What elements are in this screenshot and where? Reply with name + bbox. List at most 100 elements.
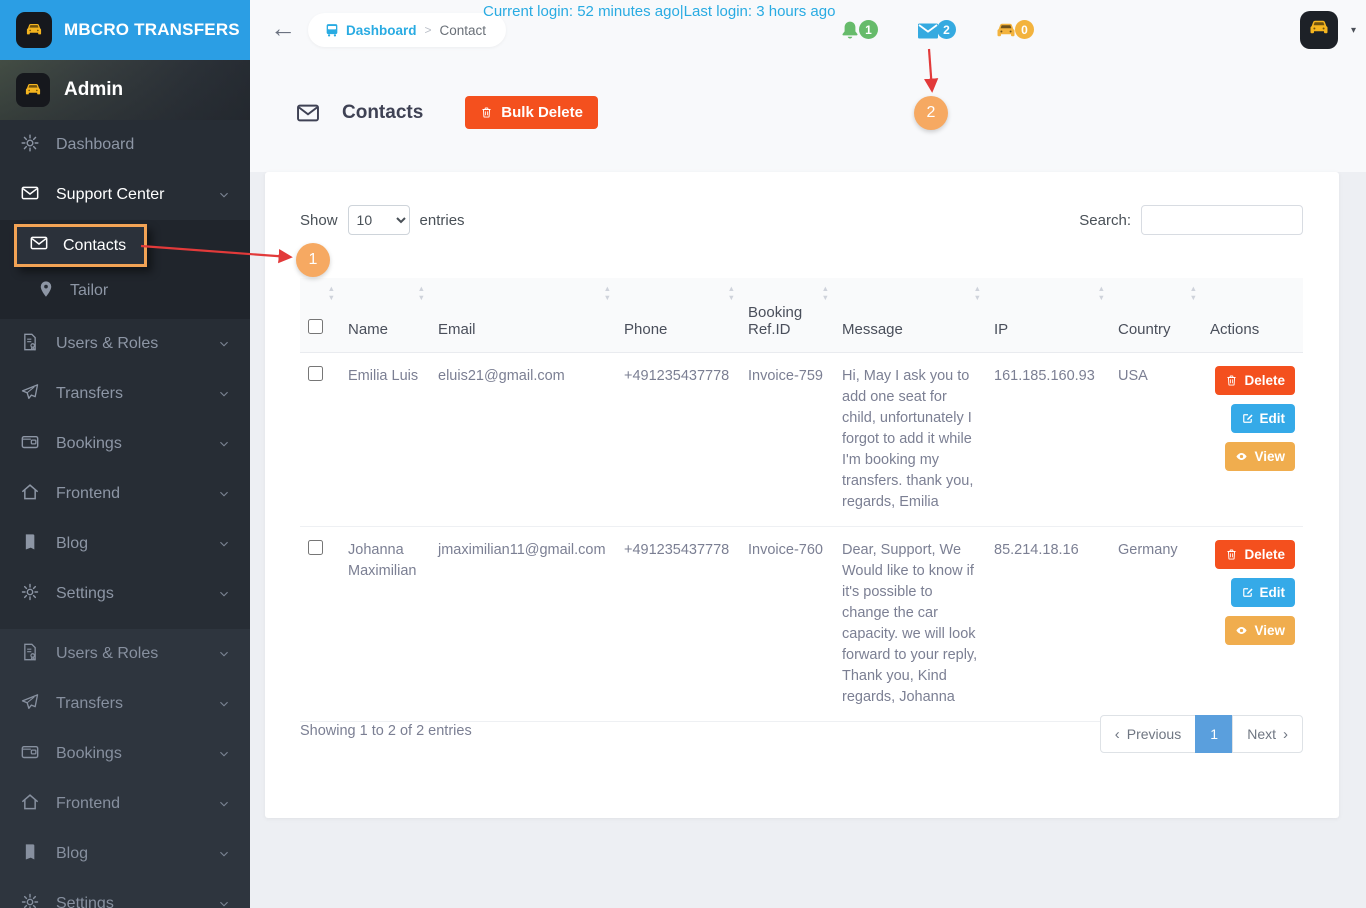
chevron-down-icon	[218, 898, 230, 908]
eye-icon	[1235, 450, 1248, 463]
sort-icon[interactable]: ▲ ▼	[1097, 284, 1105, 302]
sort-icon[interactable]: ▲ ▼	[603, 284, 611, 302]
cell-email: jmaximilian11@gmail.com	[430, 526, 616, 723]
chevron-down-icon	[218, 538, 230, 550]
support-center-submenu: Contacts Tailor	[0, 220, 250, 319]
sidebar-item-transfers[interactable]: Transfers	[0, 369, 250, 419]
search-label: Search:	[1079, 211, 1131, 229]
cell-ip: 85.214.18.16	[986, 526, 1110, 723]
envelope-icon	[916, 19, 940, 48]
sidebar-item-frontend[interactable]: Frontend	[0, 469, 250, 519]
cars-button[interactable]: 0	[994, 19, 1034, 48]
car-icon	[1307, 16, 1331, 45]
sidebar-item-bookings-2[interactable]: Bookings	[0, 729, 250, 779]
sidebar-item-blog[interactable]: Blog	[0, 519, 250, 569]
sidebar-item-settings[interactable]: Settings	[0, 569, 250, 619]
account-menu-button[interactable]	[1300, 11, 1338, 49]
paper-plane-icon	[20, 692, 40, 717]
cell-country: Germany	[1110, 526, 1202, 723]
select-all-header: ▲ ▼	[300, 278, 340, 353]
helm-icon	[20, 133, 40, 158]
breadcrumb-dashboard-link[interactable]: Dashboard	[324, 22, 417, 38]
back-arrow-icon[interactable]: ←	[270, 13, 296, 43]
sidebar-item-contacts[interactable]: Contacts	[14, 224, 148, 267]
column-header-actions: Actions	[1202, 278, 1303, 353]
next-page-button[interactable]: Next ›	[1232, 715, 1303, 753]
chevron-down-icon	[218, 488, 230, 500]
sidebar-nav: Dashboard Support Center Contacts Tailor…	[0, 120, 250, 908]
gear-icon	[20, 582, 40, 607]
breadcrumb: Dashboard > Contact	[308, 13, 507, 47]
cell-name: Emilia Luis	[340, 351, 430, 528]
column-header-email[interactable]: ▲ ▼ Email	[430, 278, 616, 353]
chevron-down-icon	[218, 848, 230, 860]
bus-icon	[324, 22, 340, 38]
sidebar-item-users-roles[interactable]: Users & Roles	[0, 319, 250, 369]
entries-select[interactable]: 10	[347, 205, 410, 235]
page-header: Contacts Bulk Delete	[292, 96, 598, 129]
column-header-name[interactable]: ▲ ▼ Name	[340, 278, 430, 353]
cell-name: Johanna Maximilian	[340, 526, 430, 723]
edit-icon	[1241, 412, 1254, 425]
brand-header[interactable]: MBCRO TRANSFERS	[0, 0, 250, 60]
cell-phone: +491235437778	[616, 526, 740, 723]
sidebar-item-blog-2[interactable]: Blog	[0, 829, 250, 879]
bell-icon	[838, 19, 862, 48]
wallet-icon	[20, 432, 40, 457]
delete-button[interactable]: Delete	[1215, 366, 1295, 395]
main-content: ← Dashboard > Contact Current login: 52 …	[250, 0, 1366, 908]
sidebar-item-tailor[interactable]: Tailor	[0, 269, 250, 313]
column-header-booking-ref[interactable]: ▲ ▼ Booking Ref.ID	[740, 278, 834, 353]
chevron-right-icon: ›	[1283, 725, 1288, 743]
view-button[interactable]: View	[1225, 616, 1295, 646]
sidebar-item-transfers-2[interactable]: Transfers	[0, 679, 250, 729]
notifications-button[interactable]: 1	[838, 19, 878, 48]
home-icon	[20, 482, 40, 507]
sort-icon[interactable]: ▲ ▼	[821, 284, 829, 302]
column-header-country[interactable]: ▲ ▼ Country	[1110, 278, 1202, 353]
sidebar-item-support-center[interactable]: Support Center	[0, 170, 250, 220]
chevron-down-icon	[218, 588, 230, 600]
sort-icon[interactable]: ▲ ▼	[327, 284, 335, 302]
breadcrumb-current: Contact	[439, 22, 487, 38]
edit-button[interactable]: Edit	[1230, 404, 1295, 433]
row-checkbox[interactable]	[308, 540, 323, 556]
table-header-row: ▲ ▼ ▲ ▼ Name ▲ ▼ Email ▲ ▼ Phone ▲ ▼ Book	[300, 278, 1303, 353]
brand-name: MBCRO TRANSFERS	[64, 20, 240, 39]
sort-icon[interactable]: ▲ ▼	[727, 284, 735, 302]
view-button[interactable]: View	[1225, 442, 1295, 471]
row-checkbox[interactable]	[308, 366, 323, 381]
sidebar-item-frontend-2[interactable]: Frontend	[0, 779, 250, 829]
edit-button[interactable]: Edit	[1230, 578, 1295, 608]
bulk-delete-button[interactable]: Bulk Delete	[465, 96, 598, 129]
caret-down-icon[interactable]: ▾	[1350, 25, 1356, 36]
column-header-ip[interactable]: ▲ ▼ IP	[986, 278, 1110, 353]
contacts-table: ▲ ▼ ▲ ▼ Name ▲ ▼ Email ▲ ▼ Phone ▲ ▼ Book	[300, 278, 1303, 723]
column-header-message[interactable]: ▲ ▼ Message	[834, 278, 986, 353]
envelope-icon	[20, 183, 40, 208]
messages-button[interactable]: 2	[916, 19, 956, 48]
sidebar-item-users-roles-2[interactable]: Users & Roles	[0, 629, 250, 679]
sort-icon[interactable]: ▲ ▼	[1189, 284, 1197, 302]
document-badge-icon	[20, 332, 40, 357]
page-1-button[interactable]: 1	[1195, 715, 1234, 753]
entries-control: Show 10 entries	[300, 205, 465, 235]
book-icon	[20, 532, 40, 557]
sidebar-item-dashboard[interactable]: Dashboard	[0, 120, 250, 170]
annotation-step-2: 2	[914, 96, 948, 130]
previous-page-button[interactable]: ‹ Previous	[1099, 715, 1197, 753]
cell-booking-ref: Invoice-760	[740, 526, 834, 723]
contacts-card: Show 10 entries Search: ▲ ▼	[265, 172, 1339, 818]
avatar	[16, 73, 50, 107]
delete-button[interactable]: Delete	[1215, 540, 1295, 570]
sort-icon[interactable]: ▲ ▼	[973, 284, 981, 302]
search-input[interactable]	[1141, 205, 1303, 235]
sidebar-item-settings-2[interactable]: Settings	[0, 879, 250, 908]
select-all-checkbox[interactable]	[308, 319, 323, 334]
column-header-phone[interactable]: ▲ ▼ Phone	[616, 278, 740, 353]
sidebar-second-group: Users & Roles Transfers Bookings Fronten…	[0, 629, 250, 908]
sort-icon[interactable]: ▲ ▼	[417, 284, 425, 302]
eye-icon	[1235, 624, 1248, 637]
sidebar-item-bookings[interactable]: Bookings	[0, 419, 250, 469]
book-icon	[20, 842, 40, 867]
